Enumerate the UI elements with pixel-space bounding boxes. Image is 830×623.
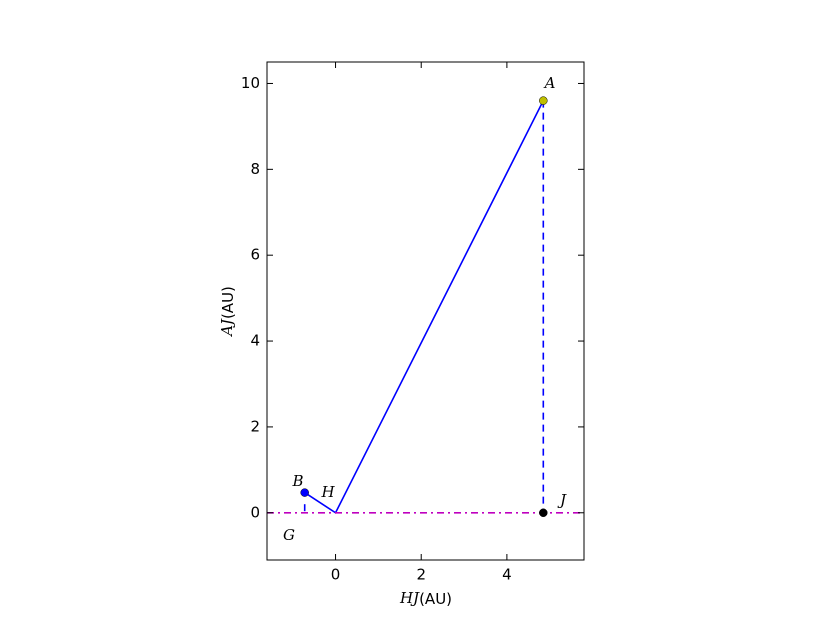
y-axis-math: AJ [218, 318, 236, 338]
annotation: G [283, 526, 295, 544]
y-tick-label: 2 [250, 417, 260, 435]
point [300, 488, 309, 497]
point [539, 96, 548, 105]
y-tick-label: 8 [250, 160, 260, 178]
y-axis-unit: (AU) [219, 286, 237, 319]
x-axis-math: HJ [399, 589, 420, 607]
annotation: B [291, 472, 303, 490]
x-axis-unit: (AU) [419, 590, 452, 608]
y-axis-title: AJ(AU) [218, 286, 237, 338]
series-line [304, 100, 545, 514]
x-tick-label: 0 [331, 566, 341, 584]
annotation: H [320, 483, 335, 501]
y-tick-label: 4 [250, 332, 260, 350]
y-tick-label: 6 [250, 246, 260, 264]
annotation: A [543, 74, 556, 92]
point [539, 508, 548, 518]
x-axis-title: HJ(AU) [399, 589, 452, 608]
x-tick-label: 4 [502, 566, 512, 584]
annotation: J [557, 491, 567, 509]
y-tick-label: 10 [241, 74, 260, 92]
y-tick-label: 0 [250, 503, 260, 521]
x-tick-label: 2 [416, 566, 426, 584]
plot-frame [266, 61, 585, 561]
